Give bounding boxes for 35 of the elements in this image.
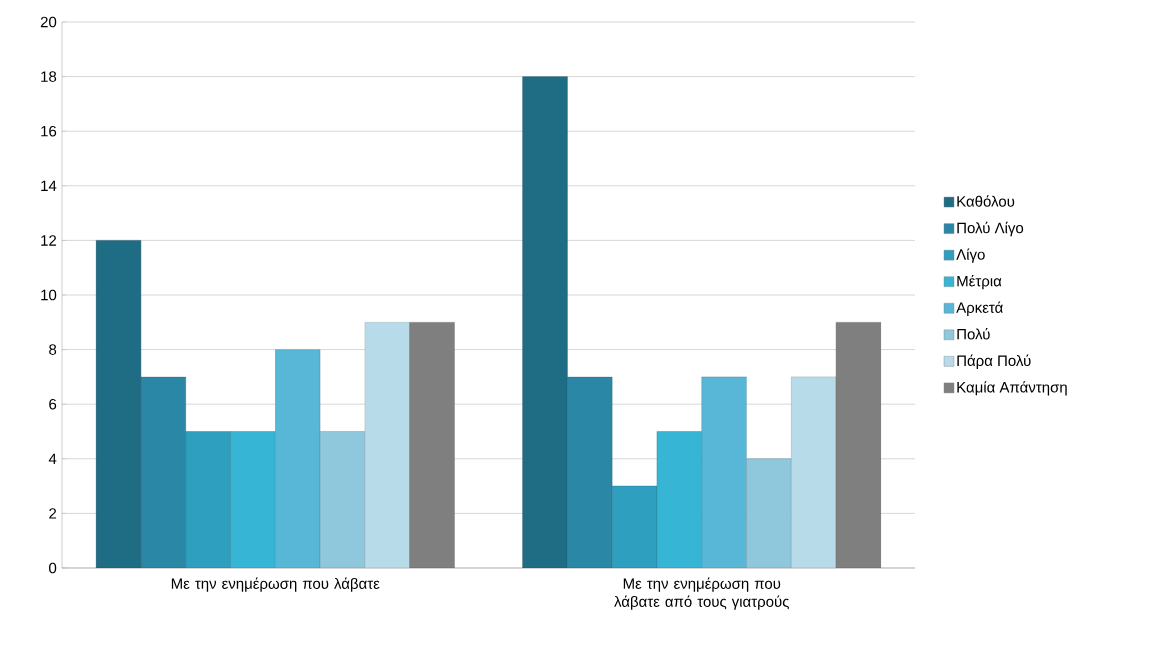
bar xyxy=(522,76,568,568)
bar xyxy=(364,322,410,568)
bar xyxy=(140,376,186,568)
y-tick-label: 8 xyxy=(49,344,57,355)
legend-label: Πολύ xyxy=(957,328,990,340)
x-tick-label: Με την ενημέρωση που λάβατε από τους γιατρούς xyxy=(614,577,789,610)
y-tick-label: 6 xyxy=(49,398,57,410)
y-tick-label: 20 xyxy=(40,16,57,28)
bar xyxy=(95,240,142,568)
legend-label: Λίγο xyxy=(956,248,985,263)
bar xyxy=(319,431,366,568)
bar xyxy=(230,431,276,568)
y-tick-label: 0 xyxy=(49,562,57,574)
legend-label: Πάρα Πολύ xyxy=(957,354,1031,369)
y-tick-label: 12 xyxy=(41,235,57,246)
y-tick-label: 4 xyxy=(48,453,57,464)
bar xyxy=(611,485,658,568)
bar xyxy=(275,349,321,568)
bar xyxy=(791,376,837,568)
legend-label: Αρκετά xyxy=(956,301,1003,316)
y-tick-label: 14 xyxy=(41,180,57,191)
y-tick-label: 2 xyxy=(49,508,57,519)
legend-label: Καμία Απάντηση xyxy=(957,381,1067,396)
y-tick-label: 10 xyxy=(41,289,57,301)
bar xyxy=(701,376,747,568)
legend-label: Μέτρια xyxy=(957,274,1002,290)
y-tick-label: 18 xyxy=(41,71,57,82)
x-tick-label: Με την ενημέρωση που λάβατε xyxy=(171,577,380,592)
legend-label: Καθόλου xyxy=(957,195,1015,207)
y-tick-label: 16 xyxy=(41,125,57,137)
bar xyxy=(746,458,792,568)
legend-label: Πολύ Λίγο xyxy=(957,221,1024,237)
bar xyxy=(567,376,613,568)
bar xyxy=(656,431,702,568)
bar xyxy=(185,431,231,568)
